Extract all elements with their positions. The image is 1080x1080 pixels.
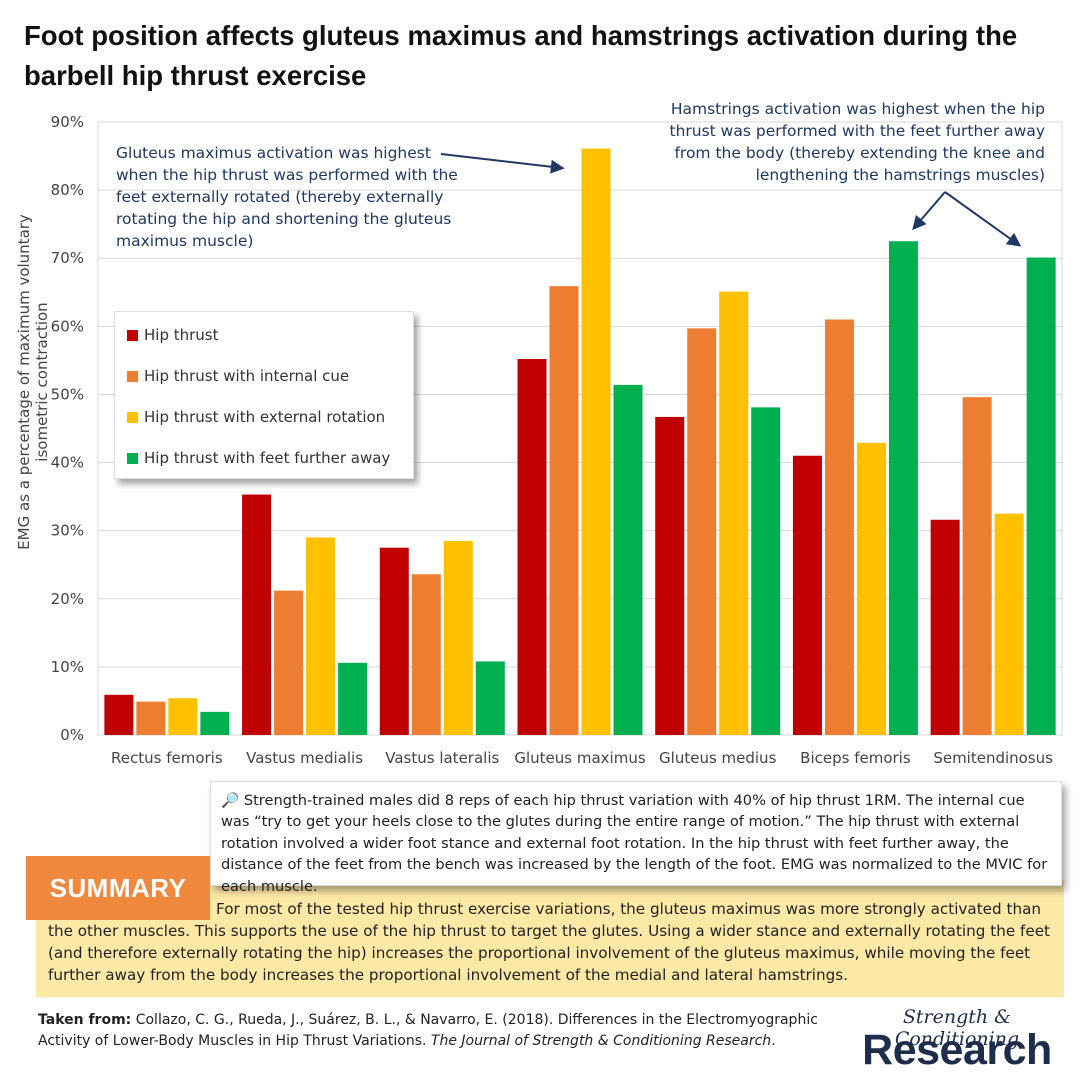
- bar: [613, 384, 643, 735]
- legend-item-external-rotation: Hip thrust with external rotation: [127, 407, 385, 427]
- bar: [338, 662, 368, 735]
- summary-text: For most of the tested hip thrust exerci…: [48, 900, 1050, 984]
- magnifier-icon: 🔎: [221, 792, 240, 809]
- y-tick-label: 90%: [51, 113, 84, 131]
- bar: [379, 547, 409, 735]
- hamstrings-arrow-right: [944, 191, 1022, 247]
- chart-legend: Hip thrust Hip thrust with internal cue …: [114, 311, 414, 479]
- legend-label: Hip thrust with feet further away: [144, 449, 391, 467]
- bar: [242, 494, 272, 735]
- bar: [475, 661, 505, 735]
- bar: [306, 537, 336, 735]
- legend-swatch: [127, 370, 138, 382]
- hamstrings-arrow-left: [912, 191, 946, 231]
- bar: [581, 148, 611, 735]
- brand-logo: Strength & Conditioning Research: [848, 1006, 1068, 1076]
- legend-label: Hip thrust with external rotation: [144, 408, 386, 426]
- bar: [168, 698, 198, 735]
- bar: [517, 359, 547, 735]
- bar: [824, 319, 854, 735]
- logo-top-text: Strength & Conditioning: [894, 1006, 1020, 1050]
- x-tick-label: Semitendinosus: [933, 749, 1053, 767]
- bar: [274, 590, 304, 735]
- bar: [792, 455, 822, 735]
- y-tick-label: 50%: [51, 385, 84, 403]
- y-tick-label: 40%: [51, 454, 84, 472]
- citation: Taken from: Collazo, C. G., Rueda, J., S…: [38, 1010, 838, 1052]
- legend-item-hip-thrust: Hip thrust: [127, 325, 219, 345]
- y-tick-label: 60%: [51, 317, 84, 335]
- bar: [994, 513, 1024, 735]
- bar: [751, 407, 781, 735]
- method-note: 🔎 Strength-trained males did 8 reps of e…: [210, 781, 1062, 895]
- legend-label: Hip thrust with internal cue: [144, 367, 350, 385]
- citation-journal: The Journal of Strength & Conditioning R…: [430, 1033, 772, 1049]
- y-tick-label: 20%: [51, 590, 84, 608]
- bar: [856, 442, 886, 735]
- y-tick-label: 80%: [51, 181, 84, 199]
- x-tick-label: Gluteus medius: [659, 749, 777, 767]
- bar: [443, 540, 473, 735]
- legend-item-feet-further: Hip thrust with feet further away: [127, 448, 390, 468]
- bar: [719, 291, 749, 735]
- bar: [104, 694, 134, 735]
- bar: [655, 416, 685, 735]
- citation-end: .: [771, 1033, 776, 1049]
- bar: [200, 711, 230, 735]
- method-note-body: Strength-trained males did 8 reps of eac…: [221, 792, 1048, 895]
- bar: [687, 328, 717, 735]
- y-tick-label: 10%: [51, 658, 84, 676]
- gluteus-arrow: [440, 153, 565, 174]
- citation-lead: Taken from:: [38, 1012, 132, 1028]
- chart-title: Foot position affects gluteus maximus an…: [24, 20, 1018, 91]
- legend-swatch: [127, 452, 138, 464]
- x-tick-label: Rectus femoris: [111, 749, 223, 767]
- method-note-text: 🔎 Strength-trained males did 8 reps of e…: [211, 782, 1061, 897]
- y-tick-label: 30%: [51, 522, 84, 540]
- x-tick-label: Biceps femoris: [800, 749, 911, 767]
- bar: [549, 286, 579, 735]
- bar: [930, 519, 960, 735]
- x-tick-label: Vastus lateralis: [385, 749, 499, 767]
- x-tick-label: Vastus medialis: [246, 749, 363, 767]
- citation-authors: Collazo, C. G., Rueda, J., Suárez, B. L.…: [38, 1012, 818, 1049]
- bar: [962, 397, 992, 735]
- hamstrings-annotation: Hamstrings activation was highest when t…: [669, 100, 1046, 184]
- legend-swatch: [127, 411, 138, 423]
- y-tick-label: 70%: [51, 249, 84, 267]
- legend-swatch: [127, 329, 138, 341]
- x-tick-label: Gluteus maximus: [514, 749, 645, 767]
- gluteus-annotation: Gluteus maximus activation was highest w…: [116, 144, 458, 250]
- bar: [1026, 257, 1056, 735]
- legend-label: Hip thrust: [144, 326, 219, 344]
- summary-label: SUMMARY: [26, 856, 210, 920]
- legend-item-internal-cue: Hip thrust with internal cue: [127, 366, 349, 386]
- bar: [136, 701, 166, 735]
- logo-bottom-text: Research: [862, 1026, 1052, 1074]
- y-tick-label: 0%: [60, 726, 84, 744]
- bar: [888, 241, 918, 735]
- bar: [411, 574, 441, 735]
